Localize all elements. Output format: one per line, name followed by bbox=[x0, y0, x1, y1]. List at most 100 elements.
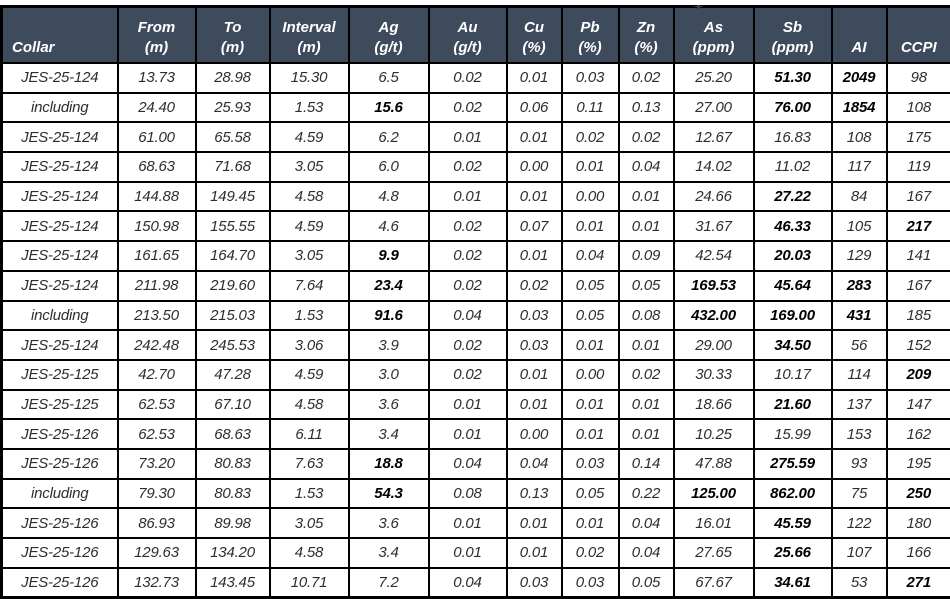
value-cell: 6.0 bbox=[349, 152, 429, 182]
value-cell: 76.00 bbox=[754, 93, 832, 123]
value-cell: 271 bbox=[887, 568, 950, 598]
collar-cell: JES-25-124 bbox=[2, 122, 118, 152]
value-cell: 16.83 bbox=[754, 122, 832, 152]
value-cell: 0.01 bbox=[429, 508, 507, 538]
value-cell: 250 bbox=[887, 479, 950, 509]
value-cell: 42.54 bbox=[674, 241, 754, 271]
value-cell: 0.02 bbox=[619, 63, 674, 93]
value-cell: 0.02 bbox=[619, 360, 674, 390]
value-cell: 15.99 bbox=[754, 419, 832, 449]
value-cell: 0.02 bbox=[562, 538, 619, 568]
value-cell: 125.00 bbox=[674, 479, 754, 509]
collar-cell: JES-25-124 bbox=[2, 152, 118, 182]
value-cell: 143.45 bbox=[196, 568, 270, 598]
value-cell: 0.00 bbox=[562, 360, 619, 390]
value-cell: 169.53 bbox=[674, 271, 754, 301]
value-cell: 0.22 bbox=[619, 479, 674, 509]
value-cell: 132.73 bbox=[118, 568, 196, 598]
value-cell: 0.05 bbox=[619, 271, 674, 301]
value-cell: 10.25 bbox=[674, 419, 754, 449]
value-cell: 0.13 bbox=[619, 93, 674, 123]
value-cell: 0.03 bbox=[507, 568, 562, 598]
value-cell: 175 bbox=[887, 122, 950, 152]
value-cell: 147 bbox=[887, 390, 950, 420]
value-cell: 25.66 bbox=[754, 538, 832, 568]
value-cell: 3.6 bbox=[349, 390, 429, 420]
value-cell: 86.93 bbox=[118, 508, 196, 538]
value-cell: 4.59 bbox=[270, 122, 349, 152]
value-cell: 152 bbox=[887, 330, 950, 360]
value-cell: 108 bbox=[887, 93, 950, 123]
value-cell: 45.64 bbox=[754, 271, 832, 301]
collar-cell: JES-25-125 bbox=[2, 390, 118, 420]
value-cell: 0.05 bbox=[562, 271, 619, 301]
value-cell: 0.04 bbox=[507, 449, 562, 479]
value-cell: 4.58 bbox=[270, 390, 349, 420]
value-cell: 1854 bbox=[832, 93, 887, 123]
value-cell: 0.01 bbox=[562, 330, 619, 360]
value-cell: 0.01 bbox=[562, 390, 619, 420]
value-cell: 10.17 bbox=[754, 360, 832, 390]
value-cell: 46.33 bbox=[754, 211, 832, 241]
value-cell: 0.01 bbox=[429, 390, 507, 420]
value-cell: 134.20 bbox=[196, 538, 270, 568]
value-cell: 0.01 bbox=[507, 508, 562, 538]
value-cell: 61.00 bbox=[118, 122, 196, 152]
value-cell: 30.33 bbox=[674, 360, 754, 390]
value-cell: 80.83 bbox=[196, 479, 270, 509]
value-cell: 0.04 bbox=[619, 152, 674, 182]
value-cell: 0.03 bbox=[562, 568, 619, 598]
value-cell: 0.01 bbox=[619, 330, 674, 360]
value-cell: 195 bbox=[887, 449, 950, 479]
clipped-glyph-artifact bbox=[694, 6, 703, 7]
value-cell: 185 bbox=[887, 301, 950, 331]
col-unit: (m) bbox=[119, 38, 195, 58]
col-label: From bbox=[119, 18, 195, 38]
value-cell: 3.0 bbox=[349, 360, 429, 390]
value-cell: 0.04 bbox=[562, 241, 619, 271]
value-cell: 0.01 bbox=[562, 211, 619, 241]
value-cell: 0.02 bbox=[562, 122, 619, 152]
value-cell: 73.20 bbox=[118, 449, 196, 479]
value-cell: 167 bbox=[887, 271, 950, 301]
col-header-cu: Cu(%) bbox=[507, 7, 562, 64]
col-unit: (%) bbox=[620, 38, 673, 58]
value-cell: 0.05 bbox=[619, 568, 674, 598]
value-cell: 0.01 bbox=[507, 241, 562, 271]
col-unit: (m) bbox=[197, 38, 269, 58]
value-cell: 180 bbox=[887, 508, 950, 538]
value-cell: 79.30 bbox=[118, 479, 196, 509]
value-cell: 53 bbox=[832, 568, 887, 598]
value-cell: 0.03 bbox=[562, 63, 619, 93]
value-cell: 0.01 bbox=[619, 390, 674, 420]
value-cell: 34.50 bbox=[754, 330, 832, 360]
value-cell: 164.70 bbox=[196, 241, 270, 271]
value-cell: 93 bbox=[832, 449, 887, 479]
value-cell: 0.13 bbox=[507, 479, 562, 509]
value-cell: 18.8 bbox=[349, 449, 429, 479]
value-cell: 68.63 bbox=[196, 419, 270, 449]
value-cell: 0.00 bbox=[507, 419, 562, 449]
value-cell: 62.53 bbox=[118, 419, 196, 449]
value-cell: 0.05 bbox=[562, 479, 619, 509]
col-unit: (%) bbox=[508, 38, 561, 58]
value-cell: 67.10 bbox=[196, 390, 270, 420]
value-cell: 0.01 bbox=[507, 122, 562, 152]
value-cell: 4.59 bbox=[270, 360, 349, 390]
value-cell: 108 bbox=[832, 122, 887, 152]
col-header-to: To(m) bbox=[196, 7, 270, 64]
collar-cell: JES-25-126 bbox=[2, 419, 118, 449]
col-header-ai: AI bbox=[832, 7, 887, 64]
value-cell: 0.03 bbox=[507, 301, 562, 331]
collar-cell: JES-25-124 bbox=[2, 271, 118, 301]
value-cell: 18.66 bbox=[674, 390, 754, 420]
collar-cell: including bbox=[2, 93, 118, 123]
